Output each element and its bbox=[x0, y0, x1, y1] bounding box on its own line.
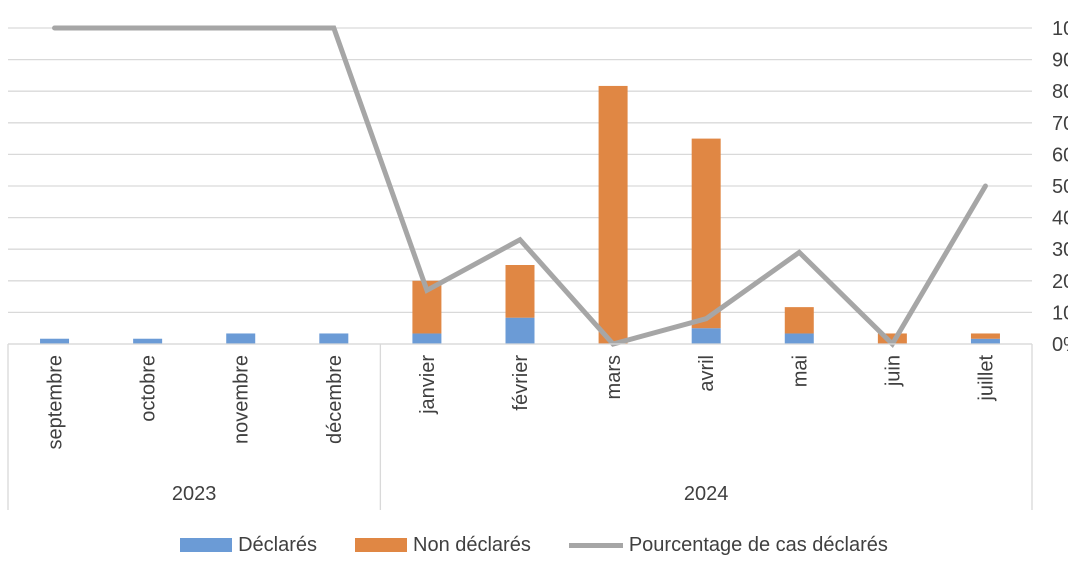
bar-declares bbox=[970, 338, 1000, 344]
y-tick-label-right: 30% bbox=[1052, 239, 1068, 261]
legend-item-pourcentage: Pourcentage de cas déclarés bbox=[568, 533, 888, 557]
x-tick-label: octobre bbox=[138, 355, 160, 422]
legend-label-non-declares: Non déclarés bbox=[413, 533, 531, 556]
x-tick-label: novembre bbox=[231, 355, 253, 444]
line-series bbox=[52, 25, 988, 349]
x-tick-label: janvier bbox=[417, 355, 439, 415]
x-tick-label: mai bbox=[789, 355, 811, 387]
bar-declares bbox=[319, 333, 349, 344]
bar-non-declares bbox=[970, 333, 1000, 339]
bar-declares bbox=[691, 328, 721, 344]
x-tick-label: février bbox=[510, 355, 532, 411]
x-tick-label: septembre bbox=[45, 355, 67, 450]
x-group-label: 2023 bbox=[172, 483, 217, 505]
legend: Déclarés Non déclarés Pourcentage de cas… bbox=[0, 530, 1068, 560]
x-tick-label: décembre bbox=[324, 355, 346, 444]
x-tick-label: juin bbox=[882, 355, 904, 387]
y-tick-label-right: 90% bbox=[1052, 50, 1068, 72]
legend-swatch-pourcentage bbox=[568, 542, 623, 548]
bar-declares bbox=[226, 333, 256, 344]
y-tick-label-right: 80% bbox=[1052, 81, 1068, 103]
bar-declares bbox=[133, 338, 163, 344]
bar-non-declares bbox=[784, 307, 814, 334]
bar-declares bbox=[784, 333, 814, 344]
y-tick-label-right: 50% bbox=[1052, 176, 1068, 198]
legend-swatch-declares bbox=[180, 538, 233, 552]
legend-item-non-declares: Non déclarés bbox=[355, 534, 531, 557]
bar-declares bbox=[40, 338, 70, 344]
legend-label-pourcentage: Pourcentage de cas déclarés bbox=[628, 533, 888, 556]
x-tick-label: juillet bbox=[975, 355, 997, 402]
bar-non-declares bbox=[691, 138, 721, 329]
y-tick-label-right: 40% bbox=[1052, 208, 1068, 230]
bar-declares bbox=[412, 333, 442, 344]
legend-label-declares: Déclarés bbox=[238, 533, 317, 556]
x-group-label: 2024 bbox=[684, 483, 729, 505]
axes: 100% 90% 80% 70% 60% 50% 40% 30% 20% 10% 0% septemb… bbox=[7, 18, 1068, 510]
y-tick-label-right: 100% bbox=[1052, 18, 1068, 40]
y-tick-label-right: 0% bbox=[1052, 334, 1068, 356]
bar-non-declares bbox=[505, 265, 535, 318]
y-tick-label-right: 70% bbox=[1052, 113, 1068, 135]
y-tick-label-right: 60% bbox=[1052, 144, 1068, 166]
bar-declares bbox=[505, 317, 535, 344]
legend-swatch-non-declares bbox=[355, 538, 407, 552]
x-tick-label: avril bbox=[696, 355, 718, 392]
x-tick-label: mars bbox=[603, 355, 625, 399]
bar-non-declares bbox=[598, 85, 628, 344]
line-pourcentage bbox=[52, 25, 988, 349]
bar-non-declares bbox=[877, 333, 907, 344]
y-tick-label-right: 20% bbox=[1052, 271, 1068, 293]
y-tick-label-right: 10% bbox=[1052, 302, 1068, 324]
legend-item-declares: Déclarés bbox=[180, 534, 317, 557]
